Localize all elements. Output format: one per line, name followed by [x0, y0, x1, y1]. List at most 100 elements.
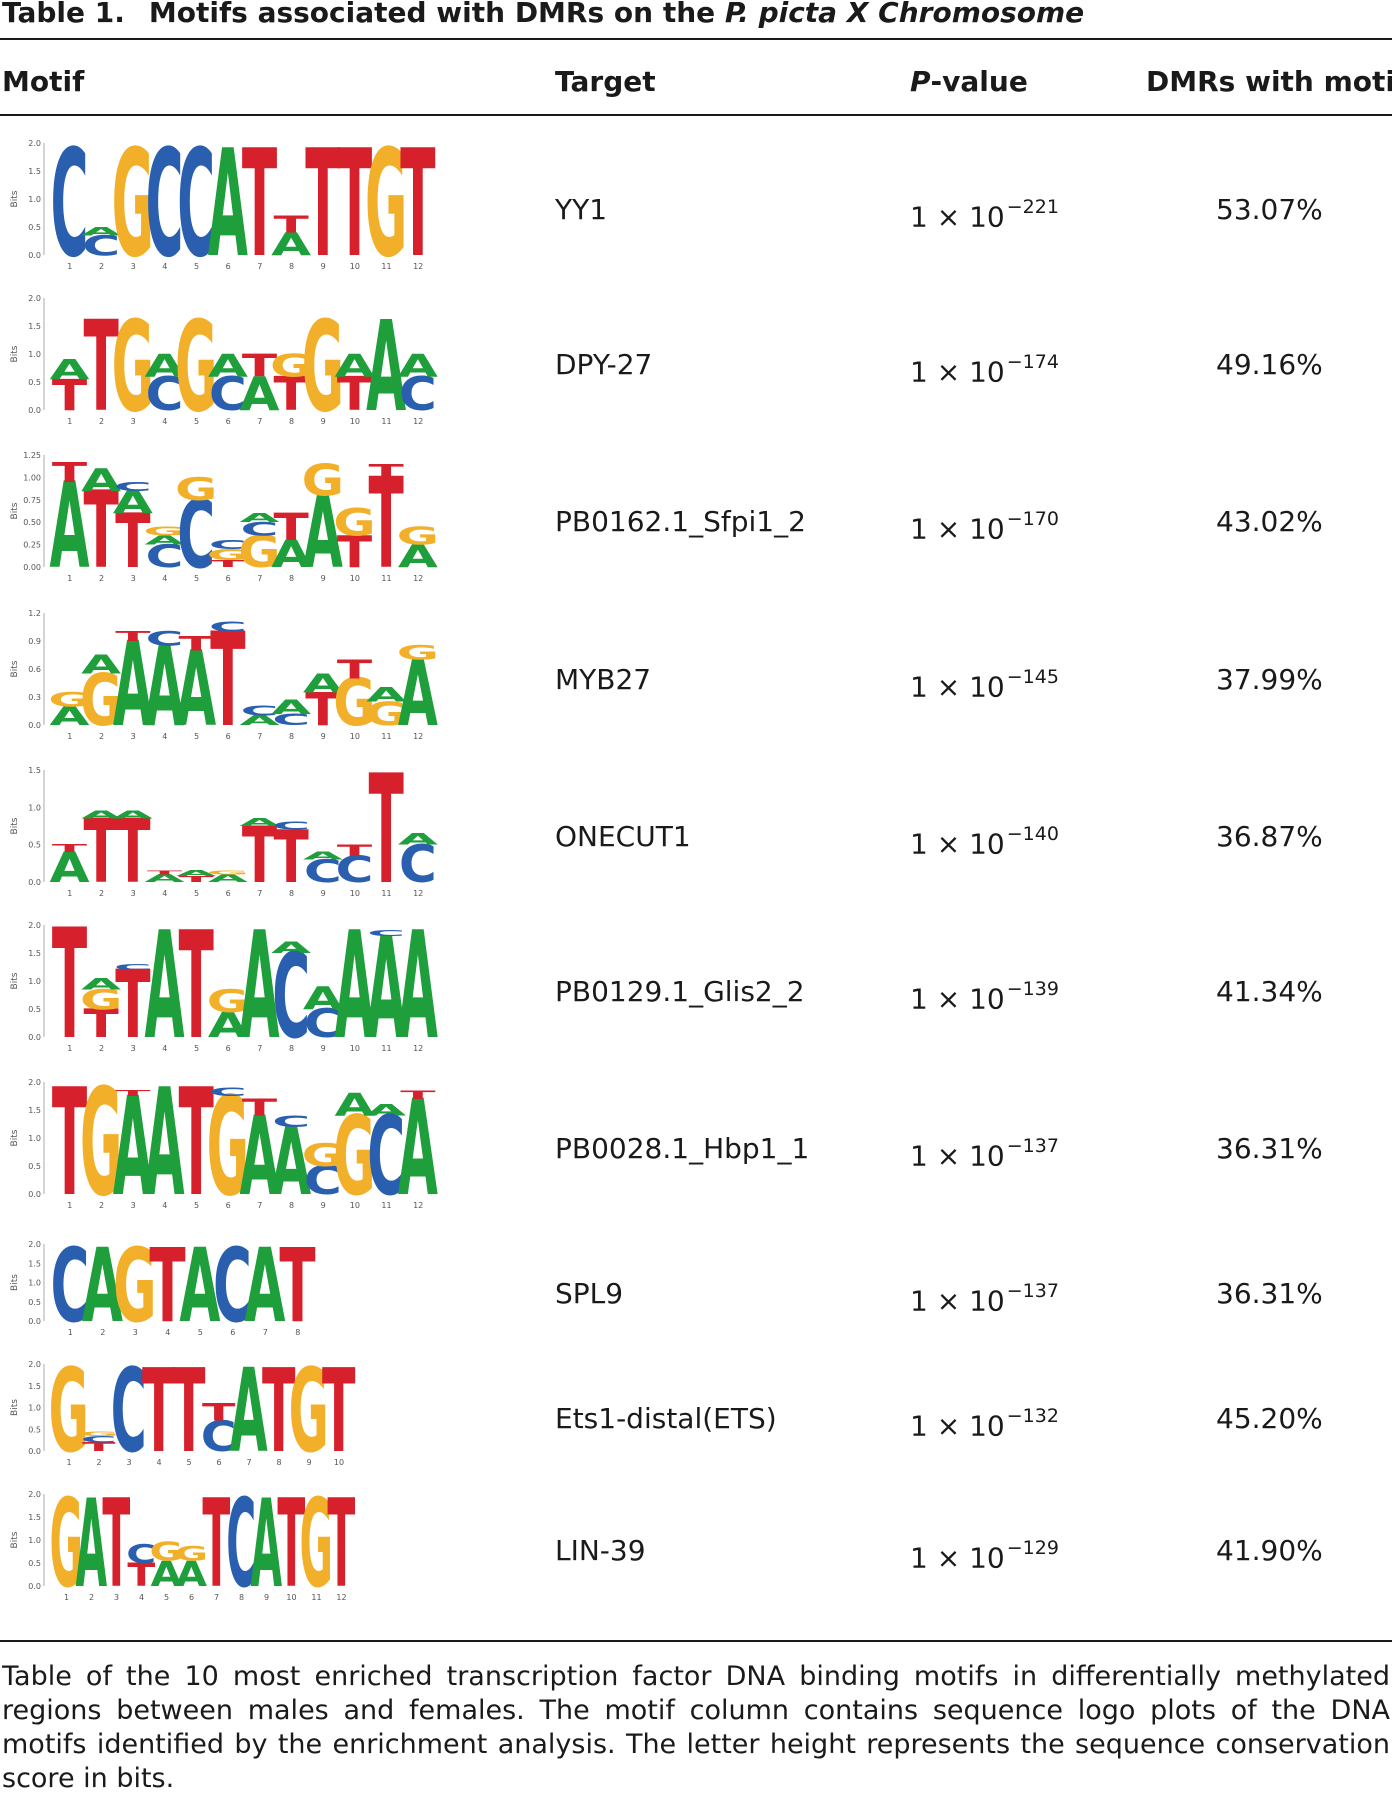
logo-letter: T [115, 1089, 151, 1098]
pvalue-base: 1 × 10 [910, 200, 1005, 234]
logo-letter: T [274, 366, 310, 421]
logo-position-label: 8 [295, 1328, 300, 1337]
cell-dmrs-percent: 36.31% [1216, 1132, 1323, 1165]
logo-y-tick: 2.0 [28, 1360, 41, 1369]
logo-letter: T [142, 1356, 175, 1475]
logo-letter: T [52, 1074, 87, 1218]
logo-letter: A [240, 366, 280, 421]
logo-position-label: 5 [194, 732, 199, 741]
cell-dmrs-percent: 49.16% [1216, 348, 1323, 381]
logo-letter: T [149, 1236, 185, 1345]
logo-letter: G [365, 696, 407, 734]
logo-letter: G [143, 524, 185, 539]
logo-letter: C [304, 1158, 342, 1203]
logo-position-label: 1 [64, 1593, 69, 1602]
pvalue-exponent: −137 [1006, 1280, 1059, 1302]
logo-position-label: 11 [381, 732, 391, 741]
logo-letter: C [209, 366, 247, 421]
logo-position-label: 2 [99, 1201, 104, 1210]
logo-position-label: 9 [321, 262, 326, 271]
logo-letter: G [207, 870, 249, 876]
logo-letter: C [367, 1094, 405, 1218]
logo-letter: A [81, 976, 122, 994]
logo-letter: G [149, 1537, 183, 1567]
logo-letter: C [146, 539, 184, 575]
logo-letter: A [250, 1486, 282, 1610]
logo-y-tick: 0.0 [28, 251, 41, 260]
logo-axis-label: Bits [10, 502, 20, 519]
logo-position-label: 7 [257, 732, 262, 741]
logo-y-tick: 0.0 [28, 1447, 41, 1456]
logo-y-tick: 1.25 [23, 451, 41, 460]
logo-position-label: 2 [99, 574, 104, 583]
logo-position-label: 6 [216, 1458, 221, 1467]
logo-y-tick: 1.5 [28, 167, 41, 176]
logo-position-label: 4 [162, 1044, 167, 1053]
logo-letter: C [241, 704, 279, 719]
logo-y-tick: 1.0 [28, 350, 41, 359]
logo-position-label: 8 [289, 417, 294, 426]
cell-dmrs-percent: 41.90% [1216, 1534, 1323, 1567]
table-row: Bits 1.5 1.0 0.5 0.0 A T 1 T A 2 T A 3 A T 4 T A 5 A G 6 T A 7 T C 8… [0, 762, 1392, 912]
logo-axis-label: Bits [10, 972, 20, 989]
logo-position-label: 9 [321, 574, 326, 583]
logo-position-label: 3 [131, 732, 136, 741]
logo-y-tick: 1.5 [28, 322, 41, 331]
logo-letter: G [365, 135, 407, 279]
logo-letter: A [81, 650, 121, 680]
logo-letter: C [82, 230, 120, 262]
logo-letter: A [398, 831, 438, 849]
logo-letter: A [113, 618, 153, 749]
logo-letter: C [146, 628, 184, 650]
logo-y-tick: 0.0 [28, 406, 41, 415]
logo-letter: A [398, 1074, 438, 1218]
logo-letter: T [400, 135, 435, 279]
logo-letter: T [147, 870, 182, 876]
logo-letter: A [144, 872, 184, 884]
logo-letter: A [75, 1486, 107, 1610]
table-row: Bits 2.0 1.5 1.0 0.5 0.0 G 1 A 2 T 3 T C 4 A G 5 A G 6 T 7 C 8 A 9… [0, 1486, 1392, 1616]
logo-letter: T [82, 1440, 116, 1454]
logo-letter: A [176, 868, 216, 878]
logo-position-label: 11 [381, 417, 391, 426]
logo-letter: A [208, 872, 248, 884]
logo-letter: T [274, 815, 309, 899]
logo-letter: T [102, 1486, 130, 1610]
logo-letter: A [113, 485, 153, 521]
logo-axis-label: Bits [10, 345, 20, 362]
logo-position-label: 6 [189, 1593, 194, 1602]
logo-letter: G [49, 1356, 89, 1475]
logo-letter: T [337, 842, 372, 860]
logo-position-label: 9 [264, 1593, 269, 1602]
logo-position-label: 6 [226, 732, 231, 741]
logo-letter: A [271, 696, 312, 718]
logo-position-label: 6 [230, 1328, 235, 1337]
logo-letter: C [81, 1434, 117, 1445]
logo-position-label: 4 [162, 732, 167, 741]
logo-letter: C [304, 854, 342, 890]
logo-y-tick: 0.0 [28, 1317, 41, 1326]
logo-position-label: 8 [239, 1593, 244, 1602]
logo-y-tick: 0.00 [23, 563, 41, 572]
cell-dmrs-percent: 36.87% [1216, 820, 1323, 853]
logo-letter: T [115, 950, 151, 1059]
logo-y-tick: 0.0 [28, 878, 41, 887]
pvalue-base: 1 × 10 [910, 982, 1005, 1016]
logo-position-label: 7 [257, 262, 262, 271]
logo-letter: A [208, 135, 248, 279]
table-title-italic: P. picta X Chromosome [724, 0, 1085, 29]
logo-letter: A [81, 809, 121, 821]
logo-letter: G [113, 1236, 157, 1345]
logo-position-label: 6 [226, 889, 231, 898]
logo-letter: A [398, 917, 438, 1061]
logo-y-tick: 1.0 [28, 1134, 41, 1143]
logo-position-label: 3 [114, 1593, 119, 1602]
cell-dmrs-percent: 41.34% [1216, 975, 1323, 1008]
logo-letter: G [207, 1074, 249, 1218]
logo-y-tick: 0.5 [28, 223, 41, 232]
logo-position-label: 3 [131, 417, 136, 426]
logo-y-tick: 0.0 [28, 1190, 41, 1199]
